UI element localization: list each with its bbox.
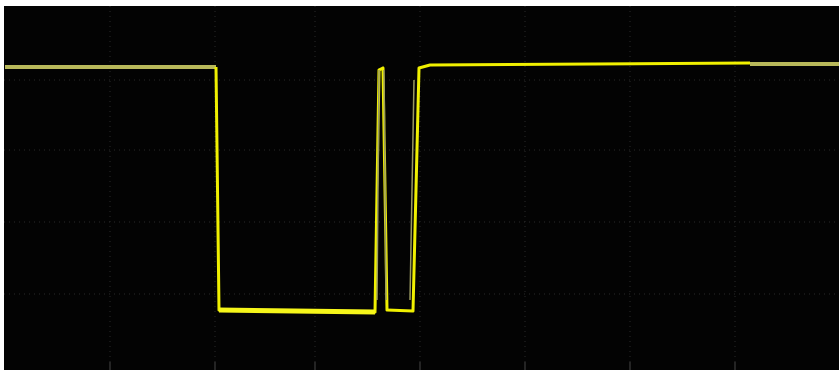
bottom-ticks <box>109 362 736 370</box>
display <box>4 6 839 370</box>
waveform-low <box>218 307 376 315</box>
waveform-edge <box>376 69 415 301</box>
